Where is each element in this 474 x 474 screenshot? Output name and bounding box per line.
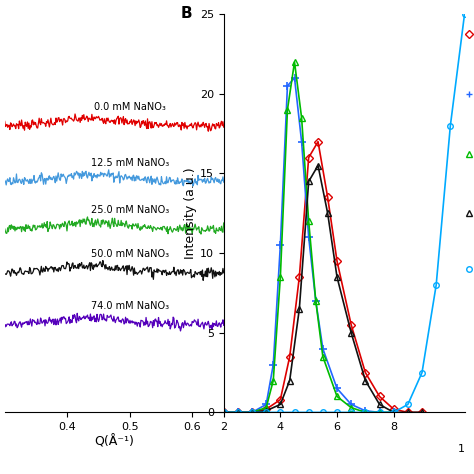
Text: 74.0 mM NaNO₃: 74.0 mM NaNO₃ xyxy=(91,301,169,311)
Text: B: B xyxy=(180,6,192,21)
Text: 25.0 mM NaNO₃: 25.0 mM NaNO₃ xyxy=(91,205,169,215)
Text: 1: 1 xyxy=(457,444,465,454)
Y-axis label: Intensity (a.u.): Intensity (a.u.) xyxy=(184,167,197,259)
Text: 12.5 mM NaNO₃: 12.5 mM NaNO₃ xyxy=(91,157,169,167)
Text: 0.0 mM NaNO₃: 0.0 mM NaNO₃ xyxy=(94,102,166,112)
X-axis label: Q(Å⁻¹): Q(Å⁻¹) xyxy=(94,435,134,448)
Text: 50.0 mM NaNO₃: 50.0 mM NaNO₃ xyxy=(91,249,169,259)
